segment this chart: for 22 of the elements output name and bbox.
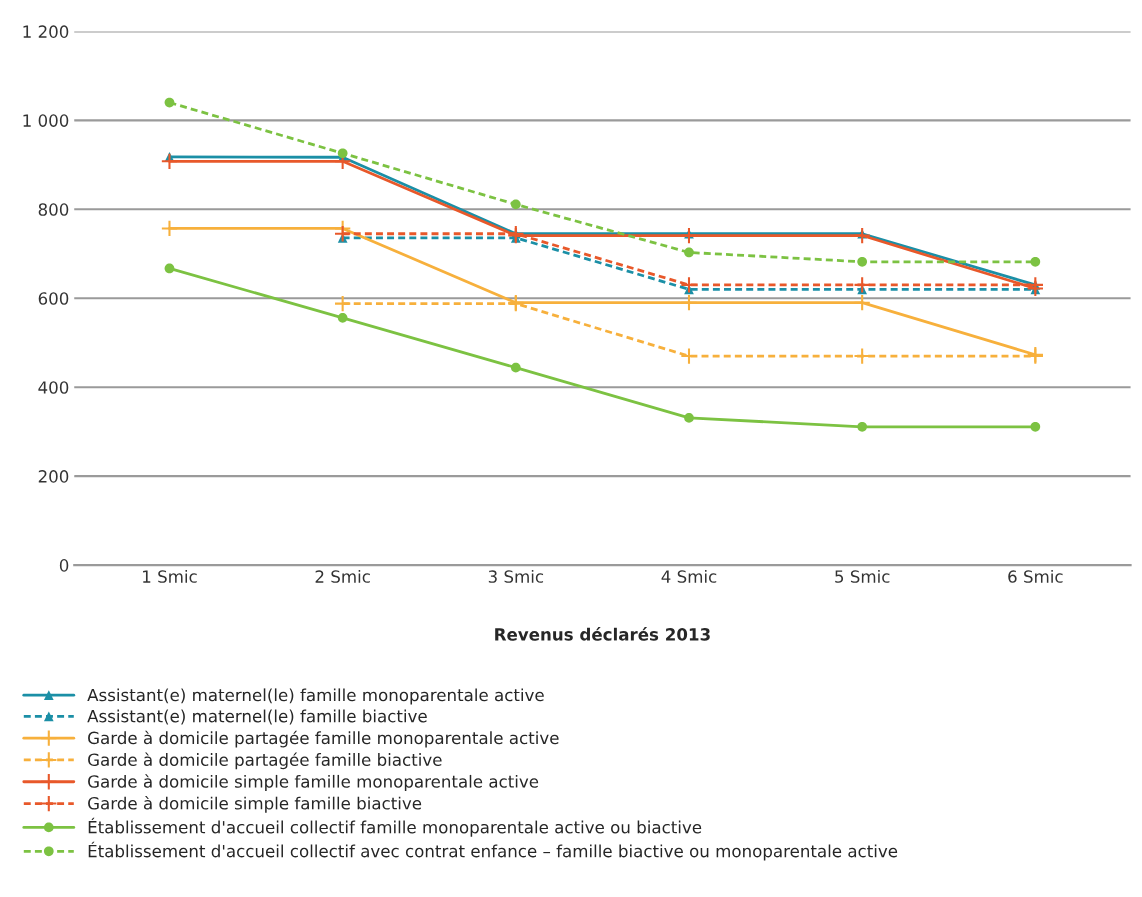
legend-label: Garde à domicile partagée famille monoparentale active [88, 730, 559, 748]
y-tick-label: 0 [59, 559, 69, 572]
legend-label: Établissement d'accueil collectif avec contrat enfance – famille biactive ou monoparentale active [88, 841, 898, 861]
x-tick-label: 5 Smic [835, 569, 890, 583]
x-tick-label: 6 Smic [1008, 569, 1063, 583]
legend-label: Garde à domicile partagée famille biactive [88, 752, 442, 770]
x-axis-title: Revenus déclarés 2013 [495, 627, 710, 641]
x-tick-label: 1 Smic [143, 569, 197, 583]
y-tick-label: 1 000 [23, 114, 69, 127]
legend-label: Assistant(e) maternel(le) famille monoparentale active [87, 688, 544, 705]
legend-label: Établissement d'accueil collectif famille monoparentale active ou biactive [88, 817, 702, 837]
y-tick-label: 400 [38, 381, 69, 394]
legend-label: Garde à domicile simple famille monoparentale active [88, 774, 539, 792]
y-tick-label: 600 [38, 292, 69, 305]
y-tick-label: 800 [38, 203, 69, 216]
y-tick-label: 1 200 [23, 25, 69, 38]
x-tick-label: 4 Smic [661, 569, 717, 583]
x-tick-label: 3 Smic [488, 569, 544, 583]
x-tick-label: 2 Smic [315, 569, 370, 583]
legend-label: Garde à domicile simple famille biactive [88, 796, 422, 813]
legend-label: Assistant(e) maternel(le) famille biactive [87, 709, 427, 725]
y-tick-label: 200 [38, 470, 69, 483]
